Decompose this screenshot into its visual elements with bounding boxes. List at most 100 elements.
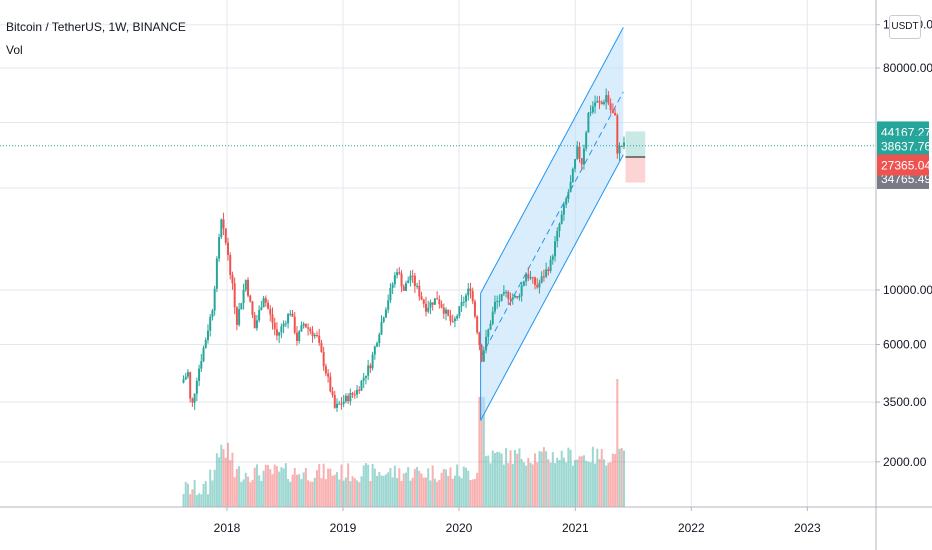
loss-zone [625, 156, 646, 183]
candle-91 [384, 307, 387, 319]
candle-body [333, 395, 336, 408]
candle-body [542, 276, 545, 278]
regression-channel[interactable] [480, 27, 624, 421]
candle-body [182, 379, 185, 383]
candle-body [282, 323, 285, 327]
candle-body [596, 101, 599, 103]
volume-bar-31 [251, 480, 254, 507]
candle-body [614, 112, 617, 116]
candle-59 [313, 332, 316, 339]
symbol-title[interactable]: Bitcoin / TetherUS, 1W, BINANCE [6, 20, 186, 34]
volume-bar-43 [278, 471, 281, 507]
candle-body [605, 95, 608, 103]
candle-10 [204, 337, 207, 349]
candle-body [609, 103, 612, 111]
candle-body [331, 391, 334, 396]
candle-35 [260, 300, 263, 311]
candle-160 [538, 279, 541, 294]
candle-body [516, 296, 519, 298]
time-axis-labels[interactable]: 2018 2019 2020 2021 2022 2023 [214, 507, 821, 535]
volume-bar-168 [556, 457, 559, 507]
candle-body [320, 342, 323, 353]
volume-bar-123 [456, 464, 459, 507]
volume-bar-51 [295, 474, 298, 507]
currency-badge[interactable]: USDT [889, 15, 921, 39]
channel-mid [480, 91, 624, 359]
candle-74 [347, 393, 350, 404]
volume-bar-2 [186, 483, 189, 507]
candle-body [349, 393, 352, 402]
volume-bar-159 [536, 462, 539, 507]
candle-18 [222, 212, 225, 236]
candle-48 [289, 309, 292, 317]
volume-bar-42 [275, 466, 278, 507]
candle-152 [520, 281, 523, 302]
volume-bar-93 [389, 468, 392, 507]
volume-bar-151 [518, 448, 521, 507]
candle-body [184, 376, 187, 380]
volume-bar-136 [485, 456, 488, 507]
candle-53 [300, 321, 303, 332]
volume-bar-19 [224, 457, 227, 507]
candle-body [429, 302, 432, 308]
candle-body [393, 275, 396, 285]
volume-bar-97 [398, 468, 401, 507]
volume-bar-46 [284, 463, 287, 507]
candle-body [476, 316, 479, 333]
volume-bar-30 [249, 482, 252, 507]
candle-body [458, 306, 461, 316]
candle-131 [473, 299, 476, 319]
candle-100 [404, 280, 407, 292]
volume-bar-193 [611, 453, 614, 507]
candle-105 [416, 282, 419, 289]
candle-71 [340, 397, 343, 410]
price-axis-labels[interactable]: 120000.0080000.0010000.006000.003500.002… [876, 18, 932, 469]
candle-body [278, 332, 281, 336]
candle-183 [589, 105, 592, 117]
candle-body [206, 330, 209, 341]
y-tick-label-4: 3500.00 [883, 395, 927, 409]
volume-bar-108 [422, 477, 425, 507]
candle-0 [182, 375, 185, 384]
candle-8 [200, 353, 203, 373]
candle-179 [580, 157, 583, 171]
long-position-tool[interactable] [625, 131, 646, 183]
candle-body [496, 301, 499, 303]
candle-body [262, 298, 265, 308]
candle-44 [280, 323, 283, 339]
candle-body [353, 394, 356, 396]
candle-186 [596, 96, 599, 103]
candle-188 [600, 100, 603, 105]
volume-bar-24 [235, 468, 238, 507]
volume-bar-130 [471, 479, 474, 507]
candle-body [258, 309, 261, 321]
candle-body [215, 258, 218, 289]
candle-body [413, 275, 416, 287]
volume-bar-165 [549, 462, 552, 507]
candle-56 [307, 323, 310, 336]
candle-166 [551, 254, 554, 265]
volume-legend[interactable]: Vol [6, 43, 23, 57]
volume-bar-34 [258, 475, 261, 507]
volume-bar-36 [262, 470, 265, 507]
candle-body [498, 300, 501, 302]
volume-bar-154 [525, 465, 528, 507]
volume-bar-141 [496, 451, 499, 507]
candle-101 [407, 276, 410, 284]
volume-bar-126 [462, 466, 465, 507]
candle-9 [202, 345, 205, 363]
candle-body [469, 288, 472, 291]
volume-bar-55 [304, 467, 307, 507]
candle-body [460, 302, 463, 307]
volume-bar-54 [302, 472, 305, 507]
candle-57 [309, 326, 312, 335]
candle-7 [198, 364, 201, 387]
candle-118 [445, 307, 448, 321]
candle-176 [574, 158, 577, 173]
candle-140 [493, 295, 496, 315]
candle-52 [298, 329, 301, 344]
candle-body [255, 320, 258, 329]
candle-body [213, 288, 216, 311]
candle-body [364, 375, 367, 378]
